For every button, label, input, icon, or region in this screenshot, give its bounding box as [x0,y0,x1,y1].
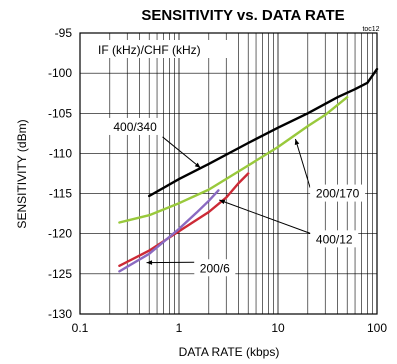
note-background [94,40,234,58]
y-axis: -130 -125 -120 -115 -110 -105 -100 -95 [48,26,72,321]
x-tick-label: 1 [176,321,183,335]
series-line-200-170 [118,95,349,224]
series-line-400-340 [147,67,379,198]
y-tick-label: -115 [49,187,72,201]
annotation-leader [219,199,311,234]
plot-frame [79,32,378,315]
y-tick-label: -95 [55,26,73,40]
y-tick-label: -100 [48,66,72,80]
x-tick-label: 0.1 [72,321,89,335]
chart-title: SENSITIVITY vs. DATA RATE [141,7,344,24]
series-label: 200/6 [200,261,230,275]
x-axis: 0.1 1 10 100 [72,321,388,335]
annotations: 400/340 200/170 400/12 200/6 [107,117,366,277]
legend-note: IF (kHz)/CHF (kHz) [98,43,201,57]
annotation-bg [310,184,366,202]
annotation-leader [162,136,201,169]
series-label: 400/12 [316,232,353,246]
series-label: 200/170 [316,187,360,201]
annotation-arrowhead [294,138,300,145]
y-tick-label: -130 [48,307,72,321]
x-axis-label: DATA RATE (kbps) [179,345,280,359]
y-tick-label: -110 [49,146,72,160]
annotation-bg [194,259,236,277]
annotation-bg [107,117,163,135]
series-label: 400/340 [113,120,157,134]
figure-id: toc12 [362,26,379,33]
annotation-arrowhead [219,199,226,205]
series-line-200-6 [118,189,220,273]
series-group [118,67,379,273]
y-tick-label: -125 [48,267,72,281]
y-tick-label: -120 [48,227,72,241]
annotation-leader [294,138,311,188]
x-tick-label: 100 [367,321,387,335]
annotation-arrowhead [194,162,201,168]
y-tick-label: -105 [48,106,72,120]
y-axis-label: SENSITIVITY (dBm) [15,119,29,228]
annotation-bg [310,230,359,248]
x-tick-label: 10 [271,321,285,335]
annotation-arrowhead [146,260,153,265]
series-line-400-12 [118,172,250,267]
